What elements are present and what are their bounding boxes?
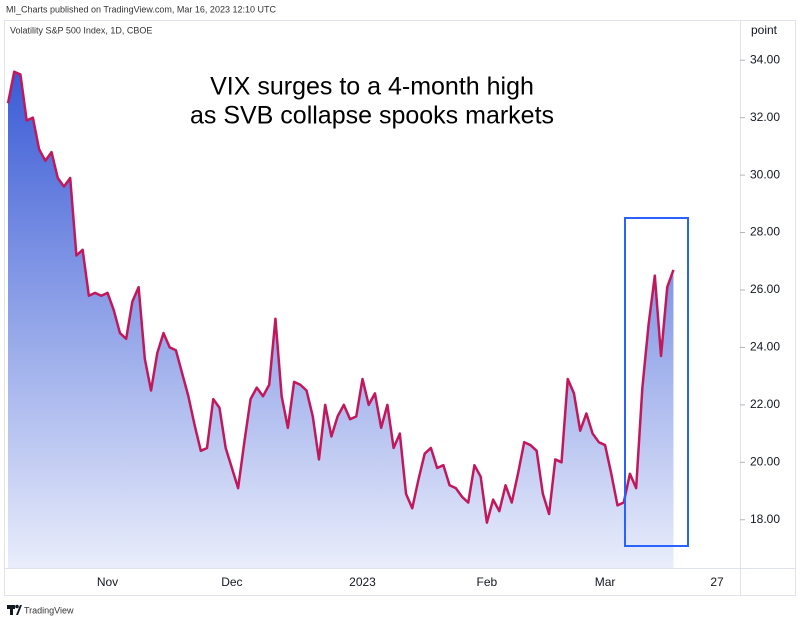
x-tick-label: 2023 [349, 575, 376, 589]
plot-area [6, 70, 675, 568]
line [6, 70, 675, 524]
y-tick-label: 20.00 [750, 454, 780, 468]
x-tick-label: Dec [221, 575, 242, 589]
chart-frame [4, 20, 796, 596]
highlight-box [624, 217, 689, 547]
y-tick-label: 24.00 [750, 340, 780, 354]
chart-subtitle: as SVB collapse spooks markets [190, 102, 554, 130]
y-tick-label: 22.00 [750, 397, 780, 411]
x-tick-label: Nov [97, 575, 118, 589]
x-tick-label: Mar [595, 575, 616, 589]
y-tick-label: 26.00 [750, 282, 780, 296]
y-axis-label: point [751, 23, 778, 37]
x-tick-label: Feb [477, 575, 498, 589]
y-tick-label: 32.00 [750, 110, 780, 124]
y-tick-label: 28.00 [750, 225, 780, 239]
area-fill [8, 71, 674, 568]
y-tick-label: 30.00 [750, 167, 780, 181]
y-tick-label: 34.00 [750, 52, 780, 66]
series-label: Volatility S&P 500 Index, 1D, CBOE [10, 25, 152, 35]
x-tick-label: 27 [710, 575, 724, 589]
publish-header: MI_Charts published on TradingView.com, … [6, 4, 276, 14]
footer-brand: TradingView [24, 605, 74, 615]
tradingview-logo [7, 604, 22, 615]
y-tick-label: 18.00 [750, 512, 780, 526]
chart-title: VIX surges to a 4-month high [210, 73, 534, 101]
